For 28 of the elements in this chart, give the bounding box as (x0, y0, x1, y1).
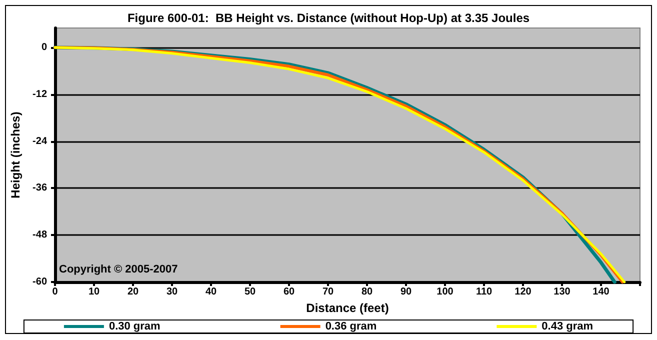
y-tick-label: -48 (32, 230, 48, 241)
x-tick-label: 140 (592, 286, 610, 298)
x-tick-label: 20 (127, 286, 139, 298)
chart-title: Figure 600-01: BB Height vs. Distance (without Hop-Up) at 3.35 Joules (127, 11, 530, 25)
x-tick-label: 50 (244, 286, 256, 298)
legend-label: 0.43 gram (542, 320, 594, 332)
x-tick-label: 70 (322, 286, 334, 298)
x-tick-label: 60 (283, 286, 295, 298)
legend-label: 0.36 gram (325, 320, 377, 332)
x-tick-label: 130 (554, 286, 571, 298)
x-tick-label: 110 (476, 286, 492, 298)
x-tick-label: 80 (361, 286, 373, 298)
y-tick-label: -12 (32, 88, 48, 100)
x-tick-label: 120 (514, 286, 532, 298)
y-tick-label: 0 (41, 42, 48, 54)
x-tick-label: 30 (166, 286, 178, 298)
y-tick-label: -60 (32, 276, 48, 288)
x-axis-title: Distance (feet) (306, 300, 389, 315)
y-tick-label: -24 (32, 136, 48, 147)
annotation: Copyright © 2005-2007 (59, 264, 178, 276)
x-tick-label: 40 (205, 286, 217, 298)
x-tick-label: 90 (400, 286, 412, 298)
legend-label: 0.30 gram (108, 320, 161, 332)
x-tick-label: 100 (436, 286, 454, 298)
x-tick-label: 10 (88, 286, 100, 298)
y-axis-title: Height (inches) (8, 112, 23, 198)
y-tick-label: -36 (32, 182, 48, 194)
x-tick-label: 0 (52, 286, 58, 298)
